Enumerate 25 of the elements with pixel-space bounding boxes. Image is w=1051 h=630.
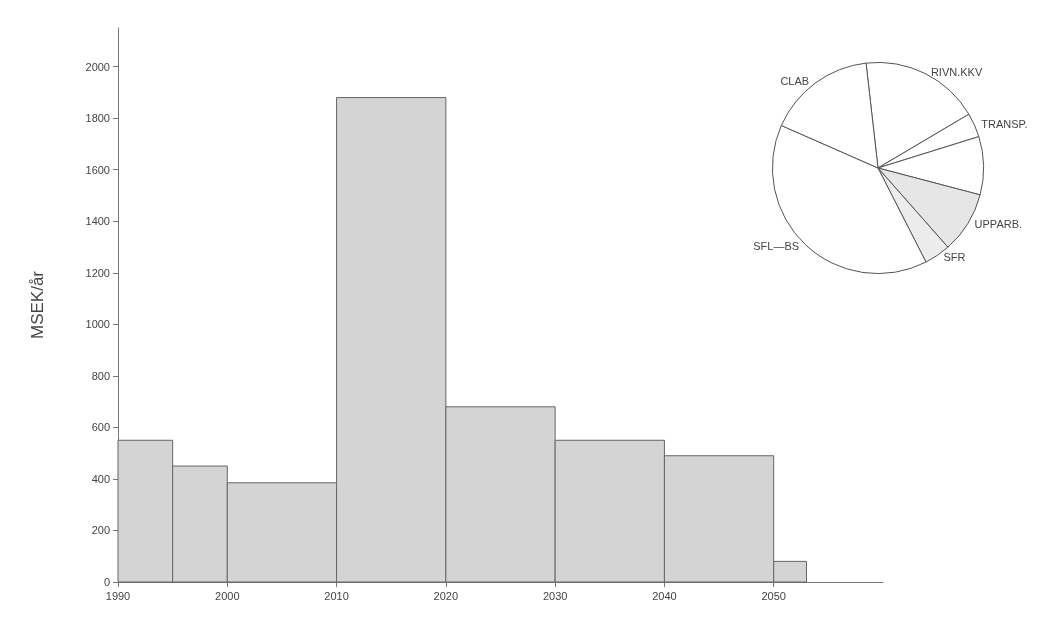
y-tick-label: 400 (91, 472, 110, 485)
y-tick-label: 0 (103, 576, 110, 588)
y-tick-label: 200 (91, 524, 110, 537)
x-tick-label: 2050 (761, 589, 786, 602)
x-tick-label: 2040 (652, 589, 677, 602)
x-tick-label: 2010 (324, 589, 349, 602)
y-tick-label: 1000 (85, 318, 110, 331)
y-tick-label: 1800 (85, 112, 110, 125)
y-axis-title: MSEK/år (28, 270, 47, 340)
slice-label: SFL—BS (753, 240, 800, 253)
slice-label: TRANSP. (981, 118, 1028, 131)
y-tick-label: 600 (91, 421, 110, 434)
x-tick-label: 1990 (105, 589, 131, 602)
y-tick-label: 1600 (85, 163, 110, 176)
x-tick-label: 2030 (542, 589, 568, 602)
slice-label: UPPARB. (974, 218, 1023, 231)
y-tick-label: 2000 (85, 60, 110, 73)
y-tick-label: 1400 (85, 215, 110, 228)
y-tick-label: 800 (91, 369, 110, 382)
slice-label: RIVN.KKV (930, 65, 983, 78)
y-tick-label: 1200 (85, 266, 110, 279)
slice-label: CLAB (780, 75, 810, 88)
slice-label: SFR (943, 250, 966, 263)
x-tick-label: 2020 (433, 589, 459, 602)
x-tick-label: 2000 (215, 589, 240, 602)
